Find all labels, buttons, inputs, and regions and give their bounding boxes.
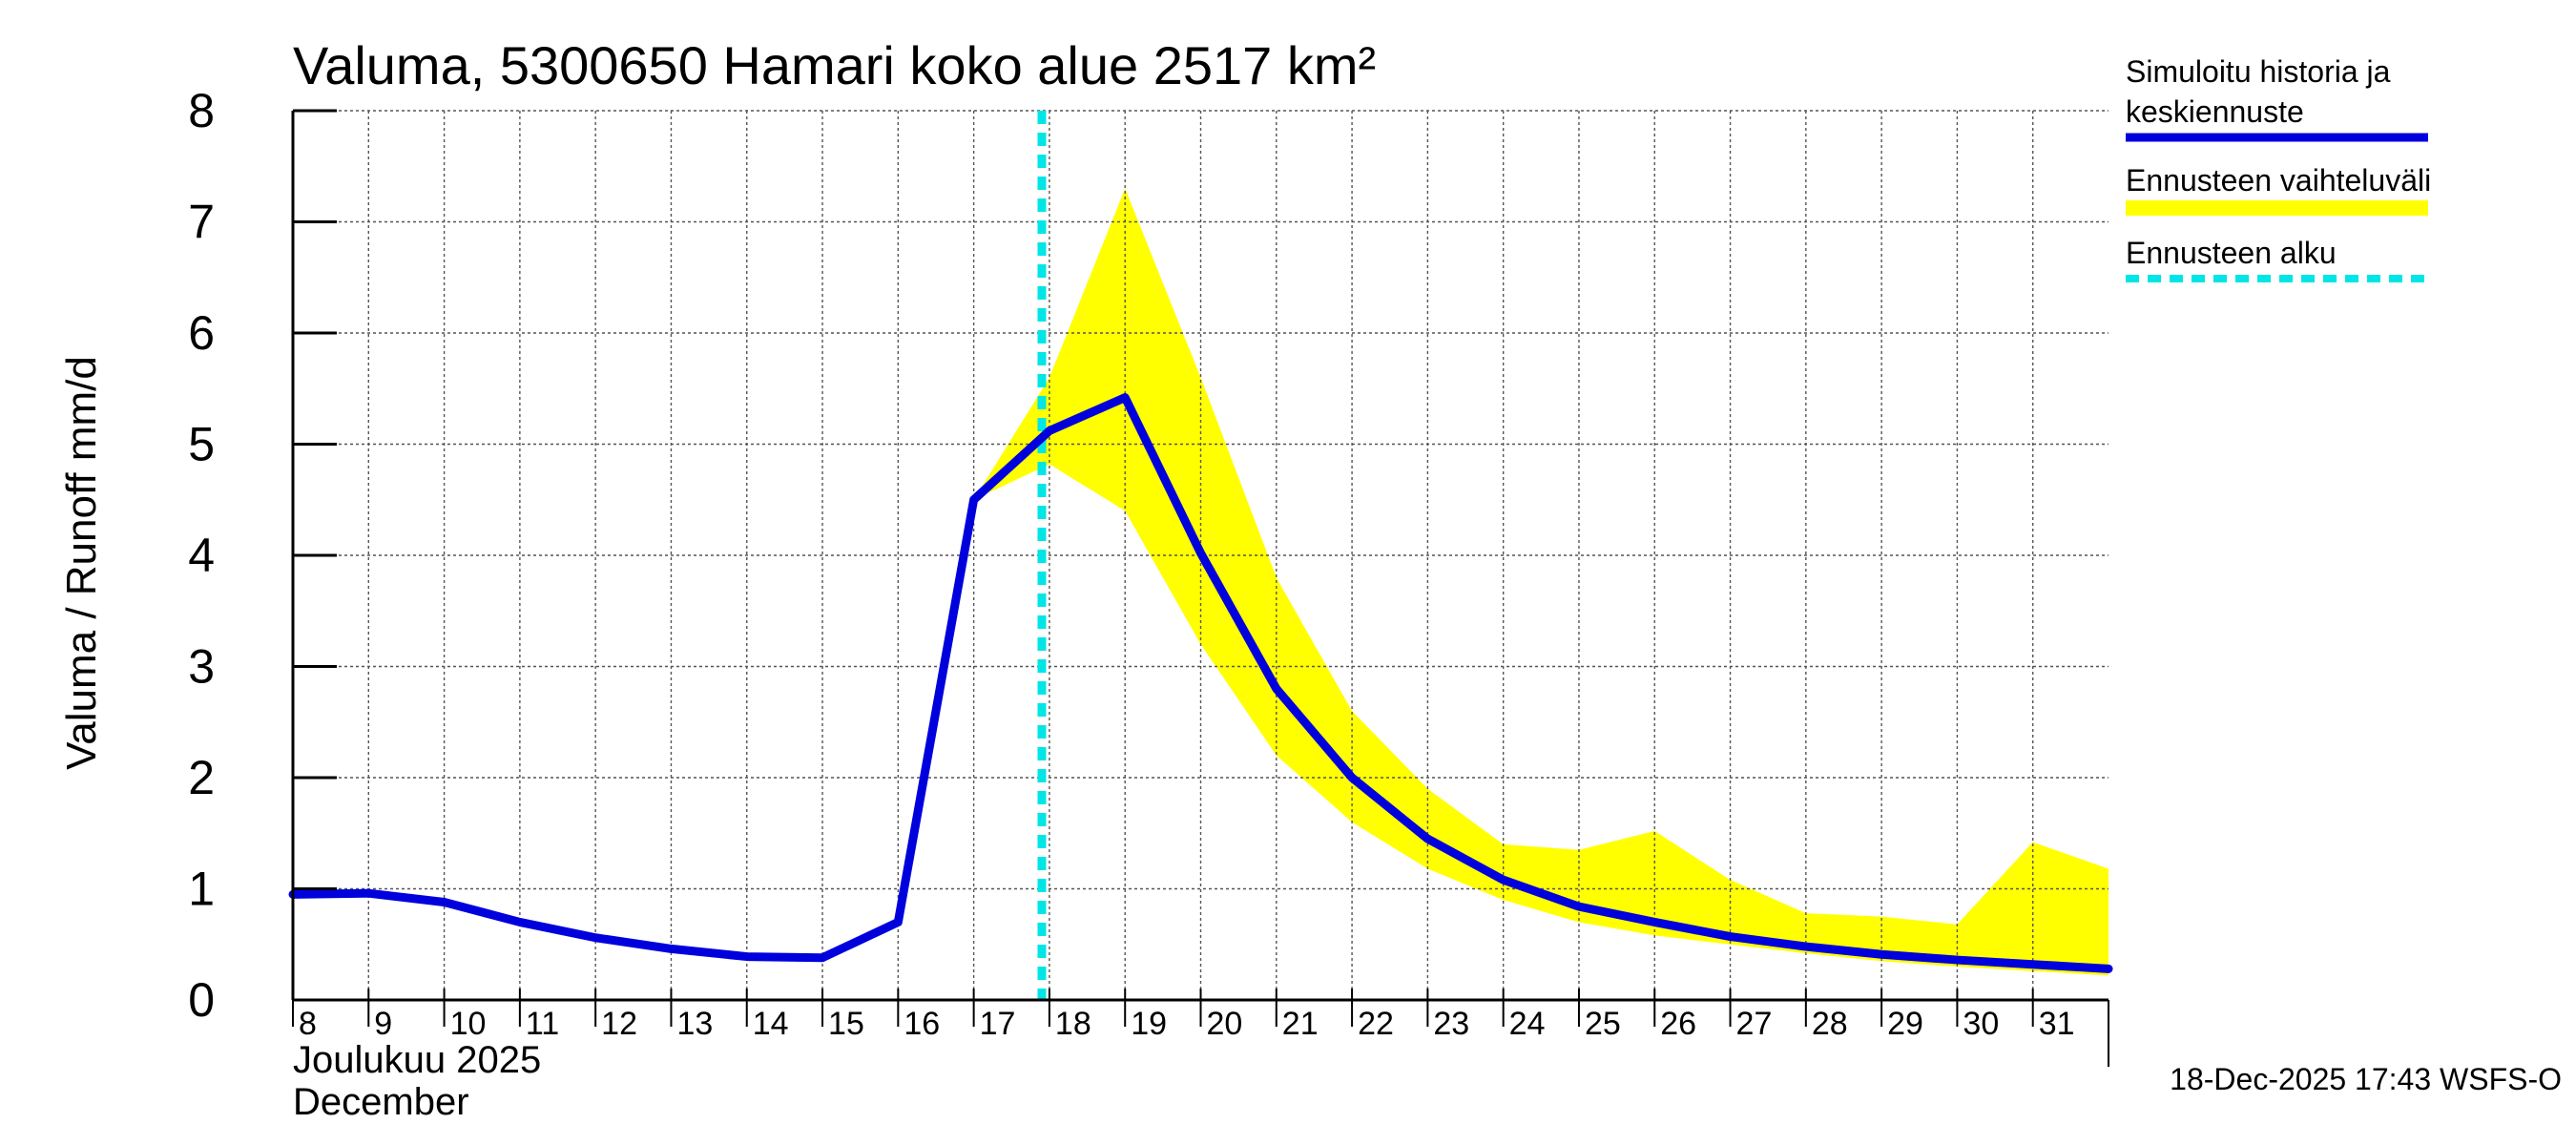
- y-tick-label: 7: [188, 196, 215, 249]
- series-line-mean: [288, 393, 2113, 973]
- x-tick-label: 22: [1358, 1006, 1394, 1042]
- x-tick-label: 10: [450, 1006, 487, 1042]
- chart-title: Valuma, 5300650 Hamari koko alue 2517 km…: [293, 35, 1376, 95]
- legend: Simuloitu historia ja keskiennuste Ennus…: [2126, 54, 2431, 282]
- y-tick-label: 0: [188, 973, 215, 1027]
- x-tick-label: 13: [676, 1006, 713, 1042]
- x-tick-label: 23: [1433, 1006, 1469, 1042]
- x-tick-label: 25: [1585, 1006, 1621, 1042]
- y-axis-label: Valuma / Runoff mm/d: [58, 356, 105, 770]
- legend-label-mean-line1: Simuloitu historia ja: [2126, 54, 2391, 89]
- month-label-en: December: [293, 1081, 469, 1123]
- y-tick-label: 5: [188, 418, 215, 471]
- y-tick-label: 1: [188, 863, 215, 916]
- x-tick-label: 11: [526, 1006, 559, 1042]
- x-tick-label: 30: [1963, 1006, 1999, 1042]
- x-tick-label: 15: [828, 1006, 864, 1042]
- x-tick-label: 29: [1887, 1006, 1923, 1042]
- x-tick-label: 17: [980, 1006, 1016, 1042]
- y-tick-label: 3: [188, 640, 215, 694]
- footer-timestamp: 18-Dec-2025 17:43 WSFS-O: [2170, 1062, 2562, 1096]
- x-tick-label: 24: [1509, 1006, 1546, 1042]
- x-tick-label: 31: [2039, 1006, 2075, 1042]
- legend-label-forecast-start: Ennusteen alku: [2126, 236, 2337, 270]
- y-tick-label: 4: [188, 529, 215, 582]
- x-tick-label: 8: [299, 1006, 317, 1042]
- forecast-range-band-layer: [973, 188, 2109, 976]
- legend-label-band: Ennusteen vaihteluväli: [2126, 163, 2431, 198]
- x-tick-label: 21: [1282, 1006, 1319, 1042]
- x-tick-label: 18: [1055, 1006, 1091, 1042]
- x-tick-label: 20: [1207, 1006, 1243, 1042]
- y-tick-label: 8: [188, 84, 215, 137]
- x-tick-label: 28: [1812, 1006, 1848, 1042]
- y-tick-label: 2: [188, 751, 215, 804]
- series-layer: [288, 393, 2113, 973]
- x-tick-label: 26: [1660, 1006, 1696, 1042]
- y-tick-label: 6: [188, 306, 215, 360]
- x-tick-label: 27: [1736, 1006, 1773, 1042]
- x-tick-label: 14: [753, 1006, 789, 1042]
- x-tick-label: 12: [601, 1006, 637, 1042]
- forecast-range-band: [973, 188, 2109, 976]
- x-tick-label: 19: [1131, 1006, 1167, 1042]
- month-label-fi: Joulukuu 2025: [293, 1039, 541, 1081]
- x-tick-label: 16: [904, 1006, 940, 1042]
- grid-layer: [293, 110, 2109, 1000]
- x-tick-label: 9: [374, 1006, 392, 1042]
- legend-label-mean-line2: keskiennuste: [2126, 94, 2304, 129]
